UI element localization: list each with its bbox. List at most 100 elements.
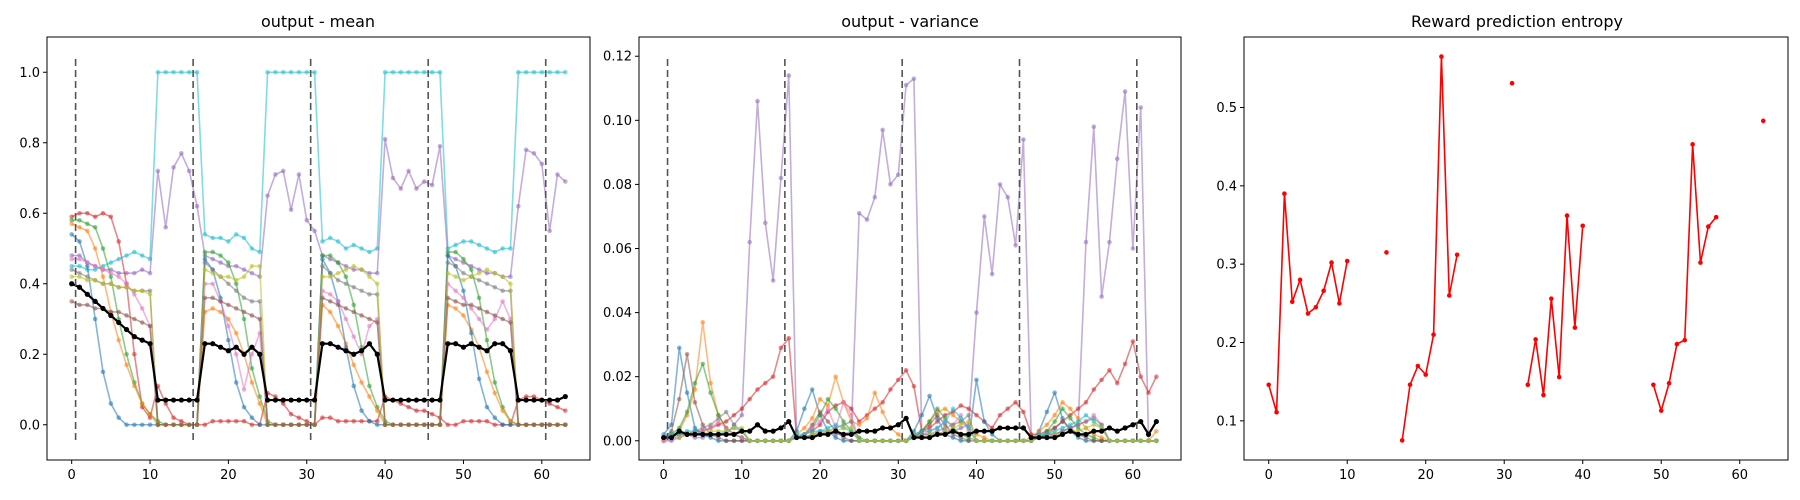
series-2-point [833,435,838,440]
series-0-point [872,194,878,200]
series-1-point [974,412,979,418]
mean-series-point [147,341,153,347]
series-0-point [288,69,294,75]
series-3-point [233,281,239,287]
series-9-point [374,320,380,325]
panel-output-mean: output - mean 0 10 20 30 40 50 600.00.20.40.60… [19,12,591,483]
series-0-point [233,232,239,237]
series-4-point [1091,435,1097,440]
series-9-point [273,422,278,428]
series-1-point [966,406,971,412]
series-7-point [1091,416,1097,421]
series-0-point [367,249,372,255]
series-0-point [476,242,482,248]
series-0-point [1122,89,1128,94]
series-5-point [817,409,823,415]
mean-series-point [1005,425,1011,431]
mean-series-point [296,397,302,403]
series-4-point [367,394,372,399]
series-9-point [989,438,995,444]
series-4-point [210,306,216,311]
series-0-point [265,69,270,75]
mean-series-line [71,282,566,402]
series-0-point [1021,137,1026,142]
series-9-point [92,306,98,311]
y-tick-label: 0.00 [603,434,632,449]
series-0-point [1321,288,1326,294]
y-tick-label: 0.8 [19,136,40,151]
series-7-point [351,284,357,290]
mean-series-point [311,397,318,403]
series-9-point [398,422,404,428]
series-3-point [343,274,349,280]
series-3-point [124,351,129,357]
series-6-point [841,400,846,405]
x-tick-label: 20 [220,468,237,483]
series-5-point [343,344,349,350]
mean-series-point [1036,434,1042,441]
series-2-point [421,408,427,413]
series-4-point [1060,406,1065,412]
mean-series-point [840,431,847,437]
series-8-point [461,277,466,283]
series-6-point [351,334,357,339]
series-8-point [257,263,263,269]
series-3-point [320,253,325,258]
series-0-point [1454,252,1460,258]
series-9-point [778,438,784,444]
mean-series-point [825,431,831,437]
series-9-point [958,422,964,428]
series-8-point [1091,419,1097,424]
series-0-point [116,256,121,262]
series-2-point [398,401,404,406]
series-8-point [77,274,82,280]
series-1-point [139,267,145,272]
series-0-point [1549,296,1554,301]
series-6-point [124,281,129,287]
series-1-point [903,367,909,373]
series-1-point [437,143,443,149]
series-2-point [492,422,498,428]
mean-series-point [872,428,878,434]
series-3-point [1044,422,1050,428]
series-0-point [241,235,247,241]
y-tick-label: 0.06 [603,242,632,257]
series-0-point [974,310,979,315]
mean-series-point [1012,425,1019,431]
y-tick-label: 0.3 [1216,258,1237,273]
series-8-point [343,267,349,272]
mean-series-point [731,431,737,437]
series-0-line [663,74,1157,442]
series-6-point [335,299,341,304]
series-4-point [700,361,706,367]
series-4-point [374,408,380,413]
mean-series-point [531,397,537,403]
mean-series-point [786,418,792,425]
series-0-point [124,253,129,258]
series-3-point [872,390,878,396]
series-7-point [147,288,153,294]
series-3-point [982,435,987,440]
series-9-point [539,422,545,428]
series-4-point [249,380,255,385]
series-5-point [484,404,490,410]
mean-series-point [92,298,98,304]
axes-frame [1243,36,1789,461]
series-2-point [233,418,239,424]
series-9-point [492,313,498,318]
series-1-point [723,419,729,424]
series-5-point [739,438,745,444]
series-0-point [982,214,987,219]
series-2-point [343,418,349,424]
series-0-point [778,175,784,181]
series-2-point [241,418,247,424]
series-0-point [1760,118,1766,124]
series-5-point [935,412,940,418]
series-0-point [1651,382,1656,388]
series-5-point [1052,425,1057,431]
series-2-point [359,418,364,424]
series-1-point [778,345,784,351]
y-tick-label: 0.04 [603,306,632,321]
mean-series-point [692,431,698,437]
series-4-point [77,225,82,230]
